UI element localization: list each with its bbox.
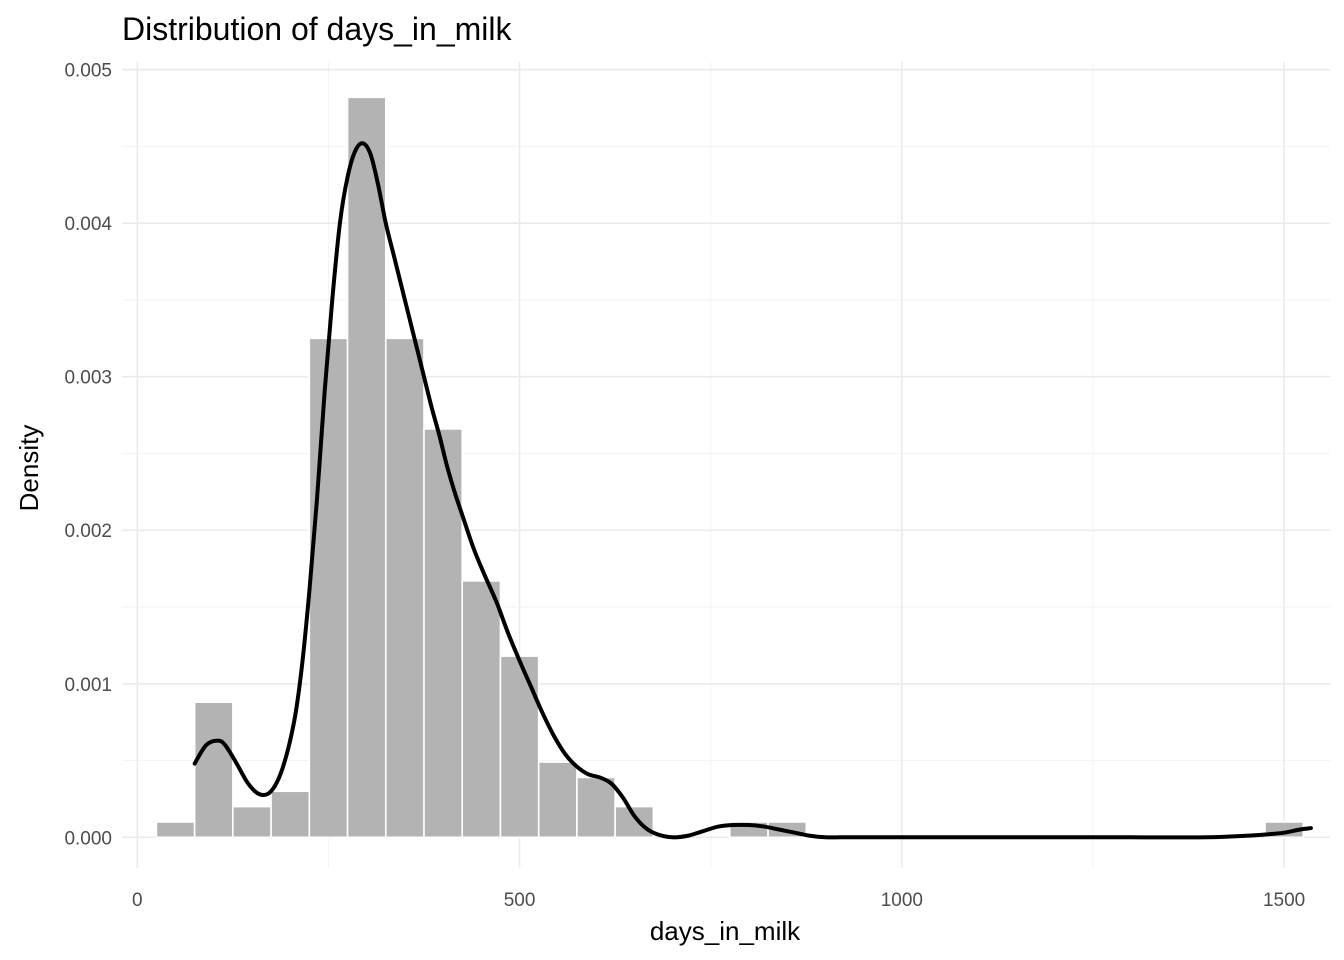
y-tick-label: 0.003 (64, 368, 112, 389)
histogram-bar (423, 428, 464, 839)
x-axis-ticks: 0 500 1000 1500 (132, 890, 1305, 911)
histogram-bar (232, 805, 272, 839)
density-curve (192, 141, 1313, 840)
y-tick-label: 0.000 (64, 828, 112, 849)
histogram-bar (499, 655, 540, 839)
x-tick-label: 1000 (881, 890, 923, 911)
y-tick-label: 0.002 (64, 521, 112, 542)
histogram-bar (576, 776, 616, 839)
y-axis-title: Density (14, 425, 44, 512)
x-tick-label: 1500 (1263, 890, 1305, 911)
y-tick-label: 0.001 (64, 675, 112, 696)
y-tick-label: 0.005 (64, 61, 112, 82)
chart-title: Distribution of days_in_milk (122, 11, 513, 47)
histogram-bar (384, 337, 425, 839)
y-axis-ticks: 0.000 0.001 0.002 0.003 0.004 0.005 (64, 61, 112, 850)
histogram-bar (308, 337, 349, 839)
histogram-bar (193, 701, 234, 839)
grid-lines (122, 62, 1330, 868)
histogram-bar (270, 790, 311, 839)
histogram-bar (614, 805, 655, 839)
histogram-bar (461, 580, 502, 839)
histogram-bar (346, 96, 387, 839)
histogram-bar (537, 761, 578, 839)
y-tick-label: 0.004 (64, 214, 112, 235)
x-tick-label: 0 (132, 890, 143, 911)
x-axis-title: days_in_milk (650, 916, 801, 946)
x-tick-label: 500 (504, 890, 536, 911)
histogram-bar (155, 821, 196, 839)
density-curve-layer (192, 141, 1313, 840)
